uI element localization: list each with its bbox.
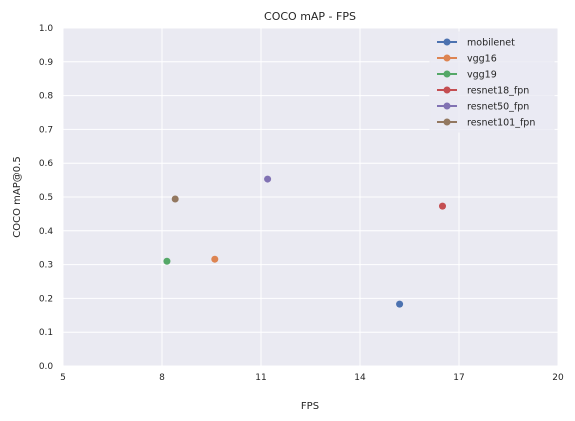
legend-entry-vgg16: vgg16 [437, 54, 497, 65]
data-point-vgg16 [211, 255, 219, 263]
chart-title: COCO mAP - FPS [264, 10, 356, 23]
y-axis-label: COCO mAP@0.5 [12, 156, 23, 237]
x-tick-label: 11 [255, 373, 266, 383]
x-tick-labels: 5 8 11 14 17 20 [60, 373, 564, 383]
grid [62, 27, 559, 367]
data-point-resnet101-fpn [171, 195, 179, 203]
x-axis-label: FPS [301, 401, 319, 412]
y-tick-label: 0.3 [39, 261, 53, 271]
legend: mobilenet vgg16 vgg19 resnet18_fpn resnet50_… [429, 31, 555, 133]
legend-label: resnet101_fpn [467, 118, 535, 129]
x-tick-label: 20 [552, 373, 564, 383]
legend-marker [443, 70, 451, 78]
y-tick-label: 0.4 [39, 227, 54, 237]
data-point-vgg19 [163, 257, 171, 265]
y-tick-label: 0.9 [39, 58, 54, 68]
data-point-resnet18-fpn [439, 202, 446, 210]
legend-marker [443, 118, 451, 126]
legend-entry-resnet101-fpn: resnet101_fpn [437, 118, 535, 129]
y-tick-label: 0.5 [39, 193, 53, 203]
y-tick-label: 0.7 [39, 125, 53, 135]
y-tick-labels: 0.0 0.1 0.2 0.3 0.4 0.5 0.6 0.7 0.8 0.9 1.0 [39, 24, 54, 372]
legend-marker [443, 102, 451, 110]
legend-entry-vgg19: vgg19 [437, 70, 497, 81]
y-tick-label: 0.1 [39, 328, 53, 338]
legend-marker [443, 38, 451, 46]
data-point-resnet50-fpn [264, 175, 272, 183]
x-tick-label: 14 [354, 373, 366, 383]
legend-entry-resnet18-fpn: resnet18_fpn [437, 86, 529, 97]
data-points [163, 175, 446, 308]
y-tick-label: 1.0 [39, 24, 54, 34]
legend-label: vgg16 [467, 54, 497, 65]
y-tick-label: 0.2 [39, 294, 53, 304]
y-tick-label: 0.6 [39, 159, 54, 169]
legend-entry-resnet50-fpn: resnet50_fpn [437, 102, 529, 113]
legend-box [429, 31, 555, 133]
x-tick-label: 8 [159, 373, 165, 383]
y-tick-label: 0.0 [39, 362, 54, 372]
legend-marker [443, 54, 451, 62]
legend-label: resnet50_fpn [467, 102, 529, 113]
y-tick-label: 0.8 [39, 92, 54, 102]
legend-entry-mobilenet: mobilenet [437, 38, 515, 49]
legend-label: mobilenet [467, 38, 515, 49]
legend-label: vgg19 [467, 70, 497, 81]
x-tick-label: 17 [453, 373, 464, 383]
legend-label: resnet18_fpn [467, 86, 529, 97]
data-point-mobilenet [396, 300, 404, 308]
legend-marker [443, 86, 451, 94]
x-tick-label: 5 [60, 373, 66, 383]
